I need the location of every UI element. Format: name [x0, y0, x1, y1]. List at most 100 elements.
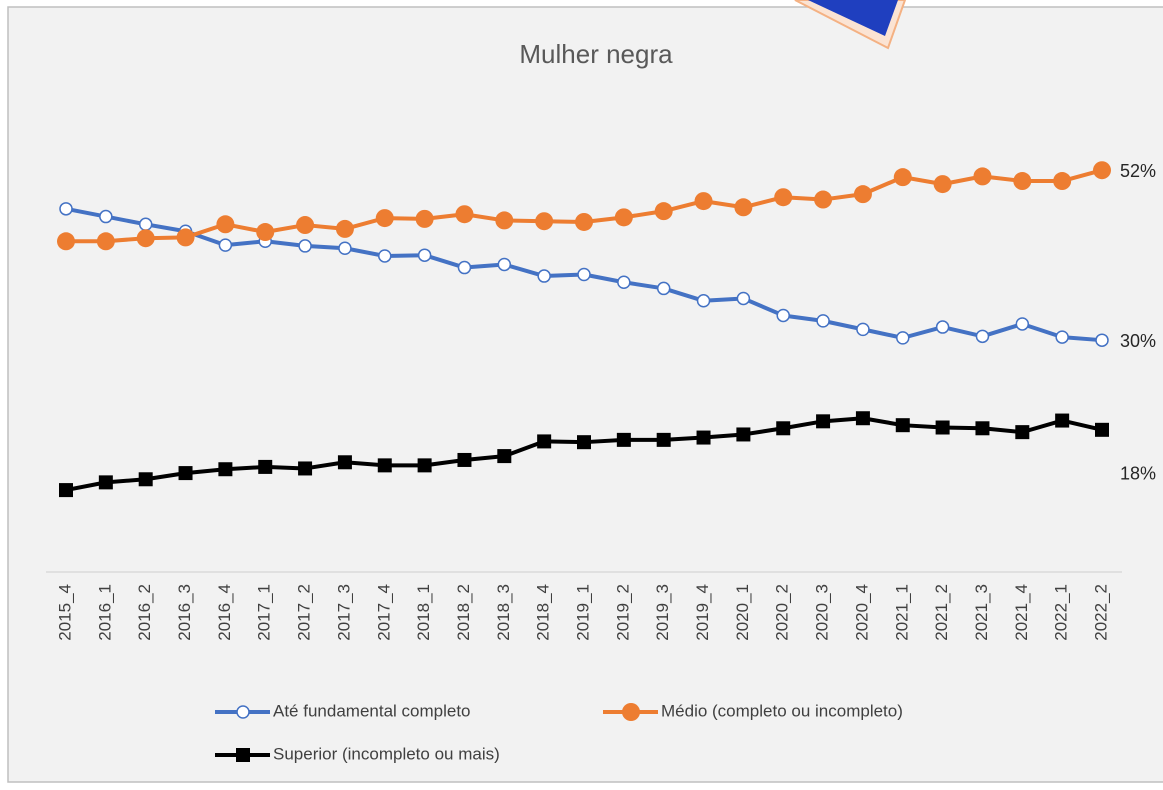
x-tick-label: 2020_4 — [852, 584, 871, 641]
marker — [455, 205, 473, 223]
x-tick-label: 2021_4 — [1012, 584, 1031, 641]
marker — [1015, 425, 1029, 439]
marker — [655, 202, 673, 220]
marker — [538, 270, 550, 282]
x-tick-label: 2017_2 — [295, 584, 314, 641]
marker — [734, 198, 752, 216]
marker — [934, 175, 952, 193]
x-tick-label: 2018_2 — [454, 584, 473, 641]
marker — [856, 411, 870, 425]
marker — [100, 211, 112, 223]
marker — [737, 292, 749, 304]
x-tick-label: 2015_4 — [55, 584, 74, 641]
legend-label: Até fundamental completo — [273, 701, 471, 720]
marker — [976, 330, 988, 342]
data-label: 30% — [1120, 331, 1156, 351]
marker — [816, 414, 830, 428]
marker — [419, 249, 431, 261]
marker — [1056, 331, 1068, 343]
marker — [1095, 423, 1109, 437]
marker — [139, 472, 153, 486]
marker — [497, 449, 511, 463]
marker — [137, 229, 155, 247]
x-tick-label: 2016_3 — [175, 584, 194, 641]
marker — [458, 262, 470, 274]
marker — [256, 223, 274, 241]
marker — [1013, 172, 1031, 190]
marker — [416, 210, 434, 228]
marker — [218, 462, 232, 476]
x-tick-label: 2020_1 — [733, 584, 752, 641]
x-tick-label: 2019_4 — [693, 584, 712, 641]
marker — [379, 250, 391, 262]
legend-label: Superior (incompleto ou mais) — [273, 744, 500, 763]
marker — [535, 212, 553, 230]
marker — [336, 220, 354, 238]
marker — [299, 240, 311, 252]
marker — [575, 213, 593, 231]
marker — [697, 431, 711, 445]
marker — [59, 483, 73, 497]
marker — [975, 421, 989, 435]
marker — [338, 455, 352, 469]
chart-title: Mulher negra — [519, 39, 673, 69]
marker — [817, 315, 829, 327]
marker — [296, 216, 314, 234]
marker — [937, 321, 949, 333]
marker — [618, 276, 630, 288]
x-tick-label: 2019_1 — [573, 584, 592, 641]
marker — [1093, 161, 1111, 179]
marker — [97, 232, 115, 250]
marker — [854, 185, 872, 203]
marker — [577, 435, 591, 449]
marker — [1053, 172, 1071, 190]
marker — [339, 242, 351, 254]
x-tick-label: 2016_1 — [95, 584, 114, 641]
marker — [457, 453, 471, 467]
marker — [814, 191, 832, 209]
x-tick-label: 2020_2 — [773, 584, 792, 641]
x-tick-label: 2021_3 — [972, 584, 991, 641]
marker — [60, 203, 72, 215]
marker — [376, 209, 394, 227]
x-tick-label: 2017_4 — [374, 584, 393, 641]
marker — [657, 433, 671, 447]
marker — [1096, 334, 1108, 346]
marker — [774, 188, 792, 206]
x-tick-label: 2017_1 — [255, 584, 274, 641]
marker — [658, 282, 670, 294]
marker — [1016, 318, 1028, 330]
marker — [897, 332, 909, 344]
marker — [298, 461, 312, 475]
marker — [776, 421, 790, 435]
marker — [537, 434, 551, 448]
marker — [698, 295, 710, 307]
marker — [777, 309, 789, 321]
x-tick-label: 2021_1 — [892, 584, 911, 641]
marker — [498, 258, 510, 270]
marker — [418, 458, 432, 472]
marker — [936, 421, 950, 435]
marker — [140, 218, 152, 230]
chart-area — [8, 7, 1163, 782]
chart: Mulher negra 2015_4 2016_1 2016_2 2016_3 201… — [0, 0, 1163, 785]
marker — [179, 466, 193, 480]
marker — [236, 748, 250, 762]
x-tick-label: 2018_1 — [414, 584, 433, 641]
marker — [695, 192, 713, 210]
x-tick-label: 2019_2 — [613, 584, 632, 641]
marker — [896, 418, 910, 432]
marker — [258, 460, 272, 474]
x-tick-label: 2016_2 — [135, 584, 154, 641]
legend-label: Médio (completo ou incompleto) — [661, 701, 903, 720]
marker — [578, 269, 590, 281]
marker — [216, 215, 234, 233]
x-tick-label: 2019_3 — [653, 584, 672, 641]
marker — [99, 475, 113, 489]
marker — [1055, 414, 1069, 428]
marker — [973, 167, 991, 185]
marker — [57, 232, 75, 250]
marker — [177, 228, 195, 246]
x-tick-label: 2017_3 — [334, 584, 353, 641]
x-tick-label: 2018_4 — [534, 584, 553, 641]
